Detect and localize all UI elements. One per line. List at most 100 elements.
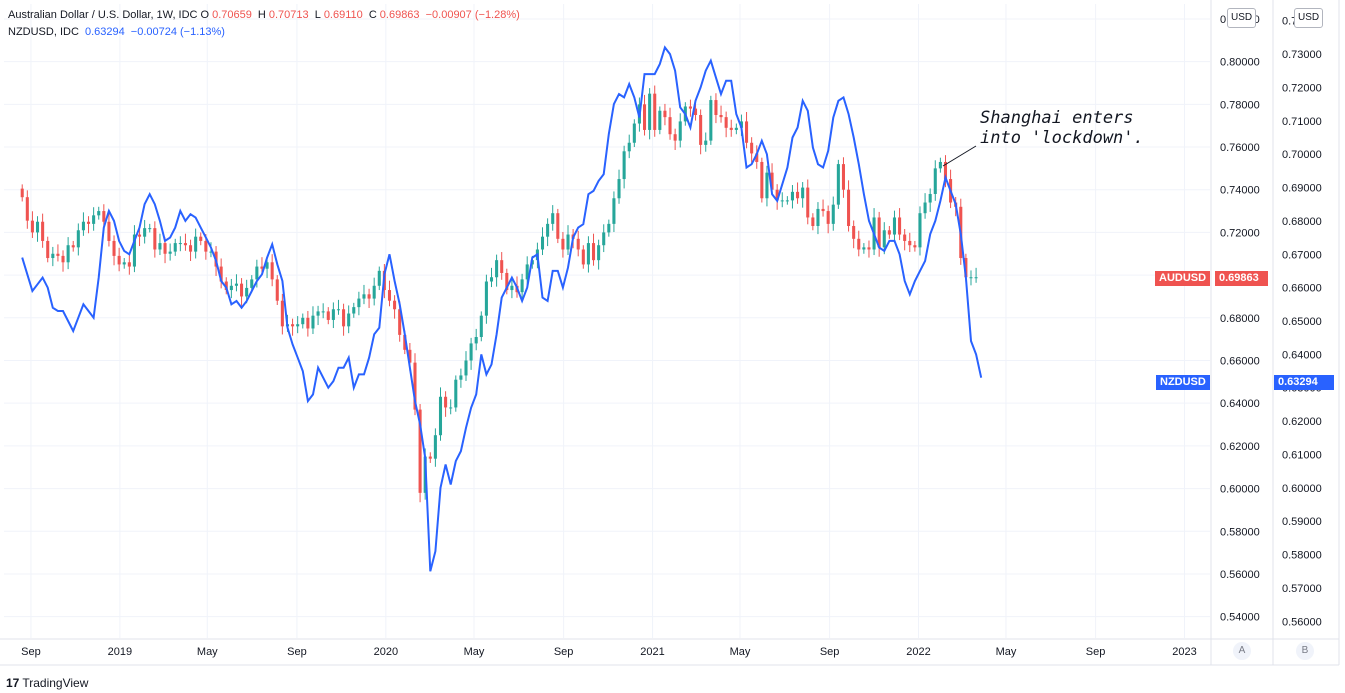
audusd-candle bbox=[847, 180, 851, 232]
scale-b-button[interactable]: B bbox=[1296, 642, 1314, 660]
audusd-candle bbox=[444, 391, 448, 417]
candle-body bbox=[316, 311, 320, 316]
tradingview-logo-mark: 17 bbox=[6, 676, 20, 690]
time-axis-tick-label: 2023 bbox=[1172, 646, 1196, 658]
left-axis-tick-label: 0.76000 bbox=[1220, 142, 1260, 154]
audusd-legend[interactable]: Australian Dollar / U.S. Dollar, 1W, IDC… bbox=[8, 9, 523, 21]
right-axis-tick-label: 0.61000 bbox=[1282, 449, 1322, 461]
high-value: 0.70713 bbox=[268, 9, 309, 21]
candle-body bbox=[224, 281, 228, 291]
audusd-candle bbox=[168, 243, 172, 261]
audusd-candle bbox=[459, 368, 463, 388]
time-axis-tick-label: Sep bbox=[21, 646, 41, 658]
audusd-candle bbox=[183, 233, 187, 251]
audusd-candle bbox=[546, 218, 550, 247]
audusd-candle bbox=[122, 258, 126, 269]
candle-body bbox=[938, 161, 942, 169]
candle-body bbox=[484, 281, 488, 316]
candle-body bbox=[520, 279, 524, 293]
audusd-candle bbox=[597, 239, 601, 270]
candle-body bbox=[459, 375, 463, 380]
audusd-candle bbox=[469, 337, 473, 370]
nzdusd-legend[interactable]: NZDUSD, IDC 0.63294 −0.00724 (−1.13%) bbox=[8, 26, 228, 38]
candle-body bbox=[336, 309, 341, 311]
candle-body bbox=[183, 243, 187, 246]
candle-body bbox=[765, 172, 769, 199]
left-axis-tick-label: 0.56000 bbox=[1220, 569, 1260, 581]
time-axis-tick-label: 2020 bbox=[374, 646, 398, 658]
audusd-candle bbox=[765, 165, 769, 207]
audusd-candle bbox=[495, 254, 499, 287]
candle-body bbox=[551, 213, 555, 224]
candle-body bbox=[699, 115, 703, 145]
candle-body bbox=[668, 117, 672, 135]
audusd-candle bbox=[714, 93, 718, 124]
auto-scale-button[interactable]: A bbox=[1233, 642, 1251, 660]
audusd-candle bbox=[785, 196, 789, 205]
candle-body bbox=[35, 221, 40, 233]
audusd-candle bbox=[540, 227, 545, 256]
candle-body bbox=[714, 100, 718, 116]
audusd-candle bbox=[479, 311, 483, 342]
candle-body bbox=[943, 161, 948, 180]
candle-body bbox=[275, 279, 279, 301]
candle-body bbox=[525, 264, 529, 280]
candle-body bbox=[301, 317, 305, 325]
candle-body bbox=[495, 260, 499, 278]
audusd-candle bbox=[51, 246, 55, 267]
candle-body bbox=[801, 187, 805, 199]
candle-body bbox=[928, 193, 932, 203]
audusd-candle bbox=[234, 274, 238, 292]
audusd-candle bbox=[199, 232, 203, 246]
candle-body bbox=[561, 238, 565, 250]
audusd-candle bbox=[892, 210, 897, 243]
candle-body bbox=[387, 290, 392, 301]
right-axis-unit-button[interactable]: USD bbox=[1294, 8, 1324, 28]
candle-body bbox=[449, 407, 453, 409]
candle-body bbox=[138, 234, 142, 237]
close-value: 0.69863 bbox=[379, 9, 420, 21]
time-axis: Sep 2019 May Sep 2020 May Sep 2021 May Sep 2022 May… bbox=[21, 646, 1197, 658]
audusd-candle bbox=[857, 230, 861, 257]
tradingview-logo[interactable]: 17 TradingView bbox=[6, 676, 88, 690]
left-axis-tick-label: 0.80000 bbox=[1220, 57, 1260, 69]
audusd-candle bbox=[796, 182, 800, 204]
shanghai-lockdown-annotation[interactable]: Shanghai enters into 'lockdown'. bbox=[980, 108, 1144, 148]
time-axis-tick-label: 2021 bbox=[640, 646, 664, 658]
candle-body bbox=[393, 300, 397, 310]
audusd-candle bbox=[627, 134, 631, 159]
nzdusd-price-tag: 0.63294 bbox=[1274, 375, 1334, 390]
candle-body bbox=[734, 127, 738, 130]
audusd-candle bbox=[724, 111, 728, 138]
candle-body bbox=[398, 309, 402, 335]
audusd-change: −0.00907 (−1.28%) bbox=[425, 9, 520, 21]
time-axis-tick-label: 2019 bbox=[108, 646, 132, 658]
candle-body bbox=[709, 100, 713, 141]
nzdusd-line bbox=[21, 45, 983, 572]
left-axis-unit-button[interactable]: USD bbox=[1227, 8, 1257, 28]
audusd-candle bbox=[342, 303, 346, 336]
candle-body bbox=[20, 188, 24, 198]
chart-grid bbox=[0, 0, 1340, 666]
audusd-candle bbox=[617, 169, 621, 204]
time-axis-tick-label: Sep bbox=[1086, 646, 1106, 658]
audusd-candle bbox=[586, 236, 590, 273]
candle-body bbox=[326, 311, 330, 320]
audusd-candle bbox=[816, 202, 820, 235]
candle-body bbox=[86, 221, 91, 224]
audusd-candle bbox=[826, 205, 830, 234]
audusd-candle bbox=[775, 184, 779, 210]
candle-body bbox=[892, 217, 897, 235]
candle-body bbox=[770, 172, 774, 190]
candle-body bbox=[403, 334, 407, 350]
audusd-candle bbox=[688, 99, 692, 117]
candle-body bbox=[479, 315, 483, 338]
audusd-candle bbox=[61, 250, 65, 272]
candle-body bbox=[46, 240, 50, 259]
right-axis-tick-label: 0.67000 bbox=[1282, 249, 1322, 261]
candle-body bbox=[168, 251, 172, 254]
right-axis-tick-label: 0.62000 bbox=[1282, 416, 1322, 428]
candle-body bbox=[663, 110, 667, 118]
audusd-candle bbox=[852, 220, 856, 249]
